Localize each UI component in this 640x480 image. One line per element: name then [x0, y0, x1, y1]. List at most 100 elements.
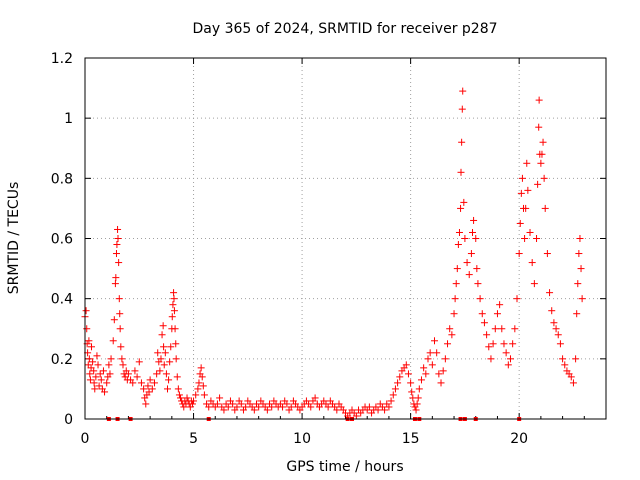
x-tick-label: 10 [293, 431, 311, 447]
data-point [224, 403, 232, 411]
data-point [200, 391, 208, 399]
data-point [116, 325, 124, 333]
y-tick-label: 0 [64, 412, 73, 428]
data-point [573, 310, 581, 318]
data-point [112, 250, 120, 258]
data-point [144, 382, 152, 390]
data-point [283, 400, 291, 408]
data-point [137, 379, 145, 387]
data-point [145, 388, 153, 396]
data-point [491, 325, 499, 333]
data-point [541, 204, 549, 212]
data-point [307, 403, 315, 411]
data-point [172, 355, 180, 363]
data-point [407, 379, 415, 387]
data-point [111, 280, 119, 288]
data-point [170, 295, 178, 303]
data-point [242, 403, 250, 411]
data-point [173, 373, 181, 381]
data-point [578, 295, 586, 303]
data-point [279, 403, 287, 411]
data-point [422, 370, 430, 378]
data-point [99, 367, 107, 375]
data-point [463, 259, 471, 267]
data-point [452, 280, 460, 288]
data-point [131, 367, 139, 375]
data-point [91, 385, 99, 393]
data-point [461, 235, 469, 242]
data-point [96, 370, 104, 378]
data-point [457, 168, 465, 176]
data-point [535, 96, 543, 104]
data-point [493, 310, 501, 318]
data-point [188, 400, 196, 408]
data-point [199, 382, 207, 390]
data-point [150, 379, 158, 387]
data-point [195, 379, 203, 387]
data-point [459, 87, 467, 95]
data-point [148, 385, 156, 393]
data-point [575, 250, 583, 258]
data-point [142, 400, 150, 408]
data-point [389, 391, 397, 399]
data-point [233, 403, 241, 411]
data-point [114, 235, 122, 242]
data-point [476, 295, 484, 303]
data-point [113, 241, 121, 249]
data-point [518, 174, 526, 182]
data-point [109, 337, 117, 345]
data-point [408, 388, 416, 396]
data-point [140, 385, 148, 393]
data-point [474, 280, 482, 288]
data-point [394, 379, 402, 387]
data-point [489, 340, 497, 348]
data-point [105, 361, 113, 369]
data-point [311, 394, 319, 402]
data-point [160, 343, 168, 351]
y-tick-label: 0.8 [51, 171, 73, 187]
data-point [167, 343, 175, 351]
data-point [534, 180, 542, 188]
data-point [559, 355, 567, 363]
chart-title: Day 365 of 2024, SRMTID for receiver p28… [192, 21, 497, 37]
data-point [548, 307, 556, 315]
data-point [287, 403, 295, 411]
data-point [166, 358, 174, 366]
data-point [455, 228, 463, 236]
data-point [161, 349, 169, 357]
data-point [124, 370, 132, 378]
data-point [439, 367, 447, 375]
data-point [133, 373, 141, 381]
x-tick-label: 5 [189, 431, 198, 447]
data-point [106, 370, 114, 378]
data-point [470, 216, 478, 224]
data-point [426, 349, 434, 357]
data-point [480, 319, 488, 327]
data-point [496, 301, 504, 309]
data-point [528, 259, 536, 267]
data-point [97, 376, 105, 384]
data-point [483, 331, 491, 339]
data-point [453, 265, 461, 273]
data-point [396, 373, 404, 381]
data-point [420, 364, 428, 372]
data-point [574, 280, 582, 288]
data-point [118, 355, 126, 363]
data-point [153, 370, 161, 378]
data-point [413, 400, 421, 408]
data-point [220, 406, 228, 414]
data-point [82, 307, 90, 315]
data-point [119, 361, 127, 369]
data-point [540, 174, 548, 182]
data-point [446, 325, 454, 333]
data-point [509, 340, 517, 348]
y-tick-label: 1 [64, 111, 73, 127]
data-point [197, 364, 205, 372]
data-point [448, 331, 456, 339]
axis-ticks: 0 0.2 0.4 0.6 0.8 1 1.2 0 5 10 15 20 [51, 51, 607, 447]
data-points [81, 87, 586, 421]
data-point [521, 235, 529, 242]
data-point [504, 361, 512, 369]
data-point [135, 358, 143, 366]
data-point [83, 325, 91, 333]
